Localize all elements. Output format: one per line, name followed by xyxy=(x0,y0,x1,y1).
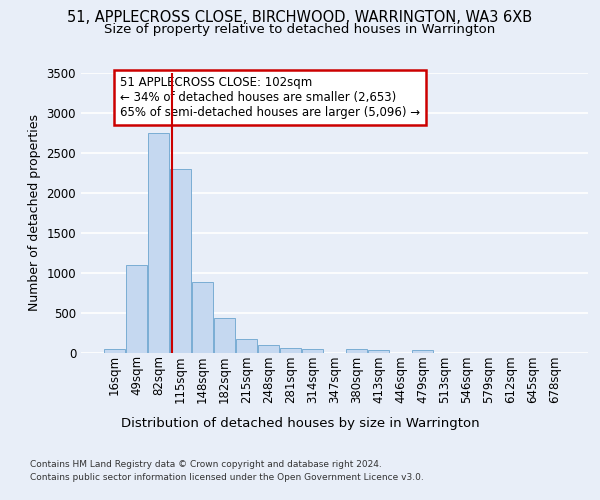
Bar xyxy=(192,282,213,352)
Bar xyxy=(236,339,257,352)
Bar xyxy=(258,344,279,352)
Bar xyxy=(412,350,433,352)
Text: Distribution of detached houses by size in Warrington: Distribution of detached houses by size … xyxy=(121,418,479,430)
Text: 51 APPLECROSS CLOSE: 102sqm
← 34% of detached houses are smaller (2,653)
65% of : 51 APPLECROSS CLOSE: 102sqm ← 34% of det… xyxy=(120,76,420,118)
Bar xyxy=(346,349,367,352)
Bar xyxy=(148,132,169,352)
Text: Contains public sector information licensed under the Open Government Licence v3: Contains public sector information licen… xyxy=(30,472,424,482)
Bar xyxy=(302,350,323,352)
Y-axis label: Number of detached properties: Number of detached properties xyxy=(28,114,41,311)
Bar xyxy=(368,350,389,352)
Bar xyxy=(214,318,235,352)
Text: Size of property relative to detached houses in Warrington: Size of property relative to detached ho… xyxy=(104,22,496,36)
Bar xyxy=(104,348,125,352)
Bar xyxy=(170,168,191,352)
Bar xyxy=(280,348,301,352)
Text: Contains HM Land Registry data © Crown copyright and database right 2024.: Contains HM Land Registry data © Crown c… xyxy=(30,460,382,469)
Text: 51, APPLECROSS CLOSE, BIRCHWOOD, WARRINGTON, WA3 6XB: 51, APPLECROSS CLOSE, BIRCHWOOD, WARRING… xyxy=(67,10,533,25)
Bar xyxy=(126,264,147,352)
